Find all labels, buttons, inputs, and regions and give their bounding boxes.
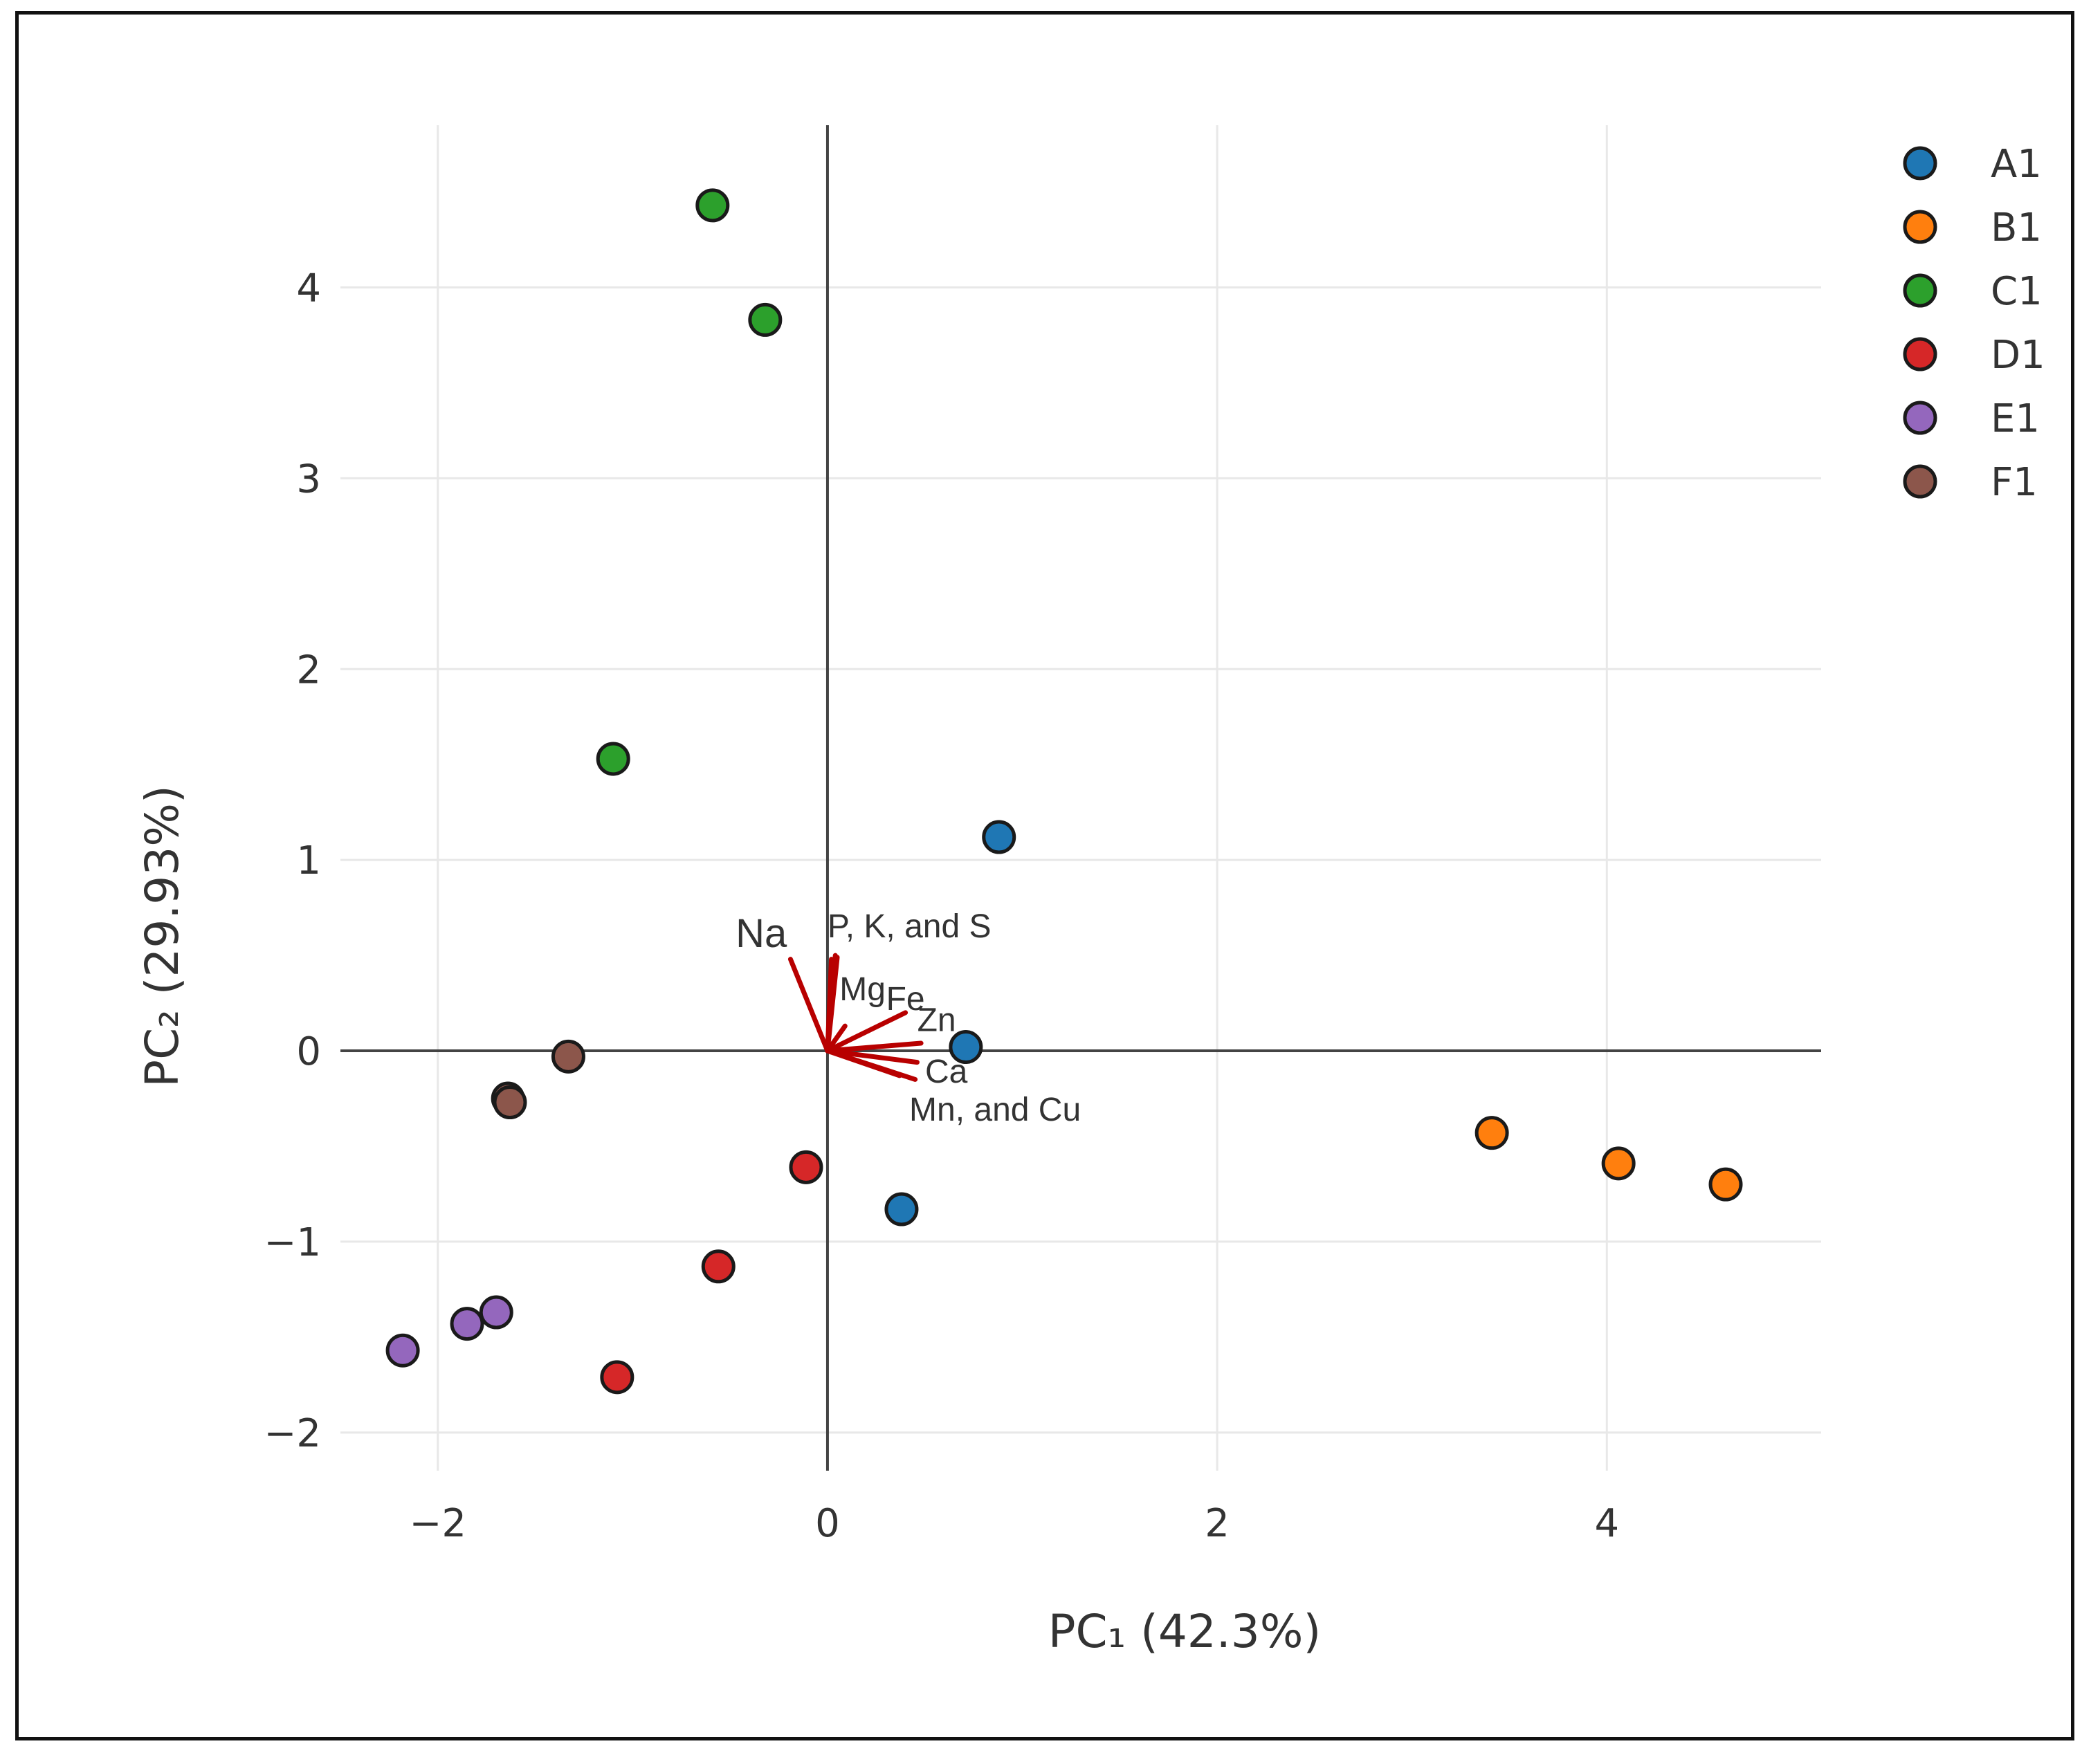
point-c1 [596,742,630,776]
point-e1 [450,1307,484,1341]
loading-vector-ca [825,1048,920,1065]
legend-label-f1: F1 [1991,460,2038,505]
y-tick-label: 2 [296,647,321,692]
point-e1 [385,1333,420,1368]
grid [340,125,1821,1471]
y-axis-label: PC₂ (29.93%) [136,785,189,1087]
legend-marker-a1 [1903,146,1937,181]
y-tick-label: 0 [296,1029,321,1074]
loading-label: Mg [839,971,886,1008]
legend-marker-b1 [1903,210,1937,244]
legend-label-c1: C1 [1991,269,2043,314]
loading-vector-fe [825,1010,908,1054]
legend-marker-c1 [1903,273,1937,308]
y-tick-label: 3 [296,457,321,502]
y-tick-label: −1 [264,1220,321,1265]
figure-frame: −2 0 2 4 −2 −1 0 1 2 3 4 Na P, K, and S Mg Fe Zn Ca Mn, … [15,11,2074,1740]
y-tick-label: 4 [296,266,321,311]
point-b1 [1474,1116,1509,1150]
point-e1 [479,1295,513,1330]
y-tick-label: 1 [296,838,321,883]
point-a1 [884,1192,919,1226]
x-tick-label: −2 [410,1501,467,1546]
tick-labels: −2 0 2 4 −2 −1 0 1 2 3 4 [264,266,1619,1546]
point-a1 [949,1030,983,1065]
score-points [385,188,1743,1395]
point-b1 [1708,1167,1743,1202]
loading-label: Mn, and Cu [909,1092,1081,1128]
legend: A1 B1 C1 D1 E1 F1 [1903,142,2045,505]
loading-label: Fe [886,981,925,1018]
point-d1 [600,1360,634,1395]
loading-vector-s [825,955,840,1054]
point-c1 [748,302,783,337]
x-tick-label: 4 [1594,1501,1619,1546]
legend-marker-f1 [1903,464,1937,499]
x-tick-label: 0 [815,1501,840,1546]
loading-vector-mg [825,1023,848,1054]
legend-label-d1: D1 [1991,333,2045,378]
legend-marker-e1 [1903,401,1937,435]
point-c1 [695,188,730,223]
point-b1 [1601,1146,1636,1181]
point-f1 [551,1039,585,1074]
y-tick-label: −2 [264,1411,321,1456]
loading-label: Zn [917,1002,956,1038]
loading-vector-cu [825,1048,902,1078]
point-a1 [982,820,1016,854]
point-f1 [493,1085,527,1120]
legend-marker-d1 [1903,337,1937,371]
loading-vector-zn [825,1040,924,1054]
loading-label: Na [736,911,787,956]
x-tick-label: 2 [1205,1501,1230,1546]
loading-vector-na [787,957,830,1054]
point-d1 [789,1150,823,1184]
legend-label-e1: E1 [1991,396,2040,441]
loading-label: P, K, and S [828,908,992,945]
zero-axes [340,125,1821,1471]
legend-label-b1: B1 [1991,205,2042,250]
legend-label-a1: A1 [1991,142,2042,187]
x-axis-label: PC₁ (42.3%) [1048,1605,1322,1658]
point-d1 [701,1249,736,1284]
